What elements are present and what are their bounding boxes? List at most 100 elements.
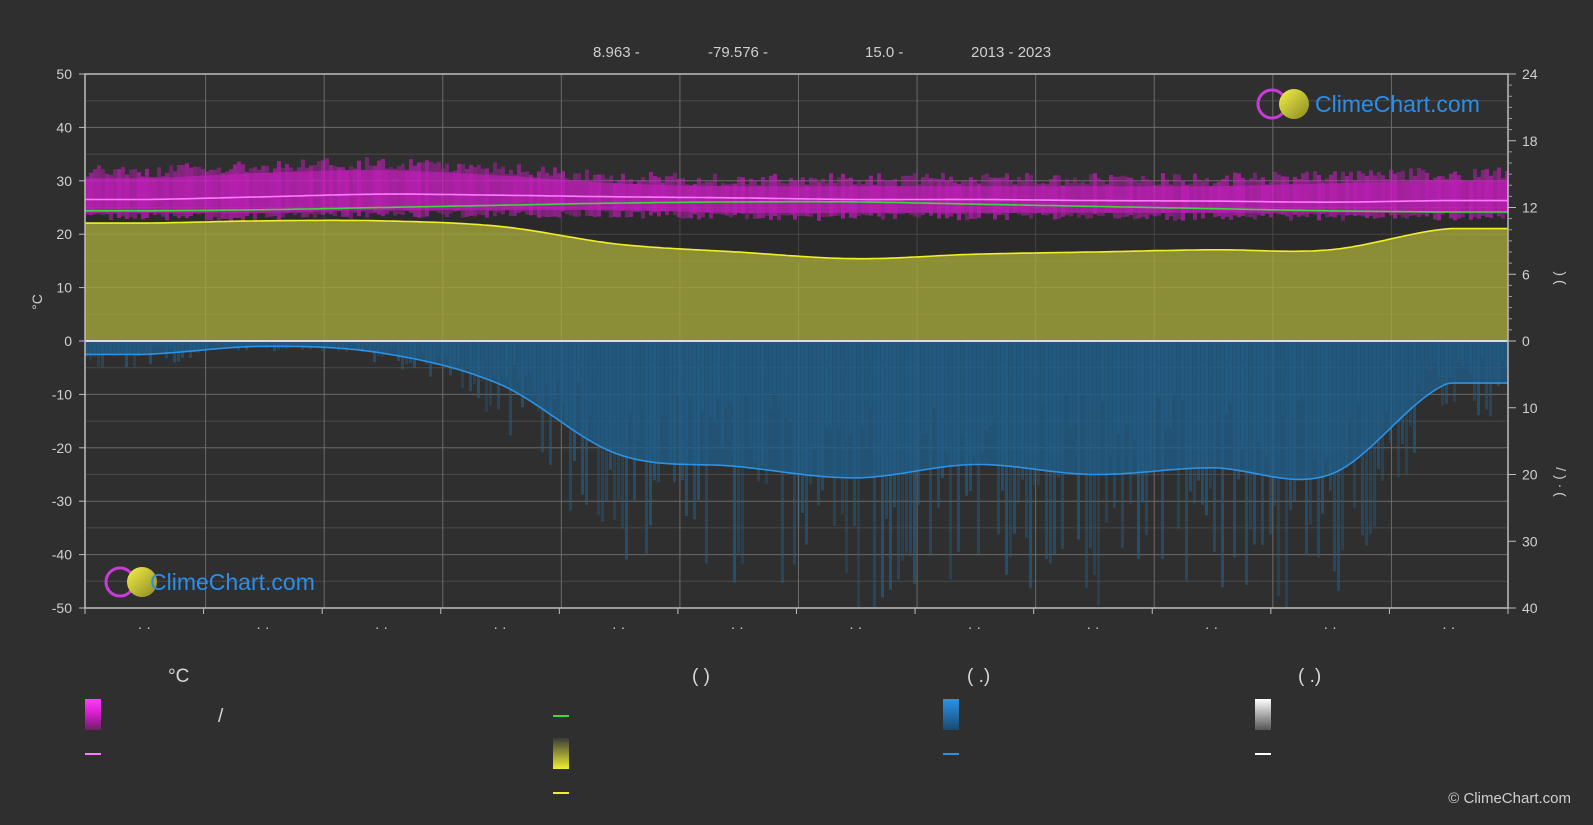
- daylight-gap-bar: [693, 202, 697, 251]
- daylight-gap-bar: [453, 206, 457, 229]
- daylight-gap-bar: [1401, 211, 1405, 238]
- daylight-gap-bar: [341, 208, 345, 227]
- daylight-gap-bar: [121, 210, 125, 226]
- daylight-gap-bar: [673, 202, 677, 253]
- daylight-gap-bar: [1505, 211, 1509, 234]
- daylight-gap-bar: [677, 202, 681, 253]
- daylight-gap-bar: [201, 210, 205, 228]
- month-tick-label: · ·: [138, 619, 151, 635]
- daylight-gap-bar: [1473, 211, 1477, 230]
- daylight-gap-bar: [493, 205, 497, 228]
- daylight-gap-bar: [161, 210, 165, 226]
- daylight-gap-bar: [305, 209, 309, 226]
- daylight-gap-bar: [137, 210, 141, 227]
- daylight-gap-bar: [765, 201, 769, 259]
- daylight-gap-bar: [473, 205, 477, 230]
- daylight-gap-bar: [1209, 208, 1213, 251]
- daylight-gap-bar: [1181, 208, 1185, 254]
- copyright-text: © ClimeChart.com: [1448, 790, 1571, 807]
- daylight-gap-bar: [1117, 206, 1121, 257]
- daylight-gap-bar: [1393, 211, 1397, 243]
- daylight-gap-bar: [1341, 210, 1345, 252]
- daylight-gap-bar: [597, 203, 601, 242]
- daylight-gap-bar: [445, 206, 449, 226]
- daylight-gap-bar: [905, 202, 909, 263]
- daylight-gap-bar: [333, 208, 337, 224]
- daylight-gap-bar: [1097, 206, 1101, 255]
- daylight-gap-bar: [1029, 205, 1033, 255]
- daylight-gap-bar: [925, 203, 929, 261]
- daylight-gap-bar: [785, 201, 789, 258]
- daylight-gap-bar: [1317, 210, 1321, 254]
- daylight-gap-bar: [1425, 211, 1429, 237]
- daylight-gap-bar: [1265, 209, 1269, 253]
- daylight-gap-bar: [145, 210, 149, 228]
- daylight-gap-bar: [153, 210, 157, 226]
- left-tick-label: -10: [52, 386, 72, 402]
- daylight-gap-bar: [257, 209, 261, 223]
- daylight-gap-bar: [1121, 206, 1125, 253]
- month-tick-label: · ·: [493, 619, 506, 635]
- daylight-gap-bar: [469, 205, 473, 226]
- daylight-gap-bar: [329, 208, 333, 226]
- daylight-gap-bar: [581, 203, 585, 244]
- daylight-gap-bar: [1397, 211, 1401, 242]
- daylight-gap-bar: [173, 210, 177, 227]
- month-tick-label: · ·: [1324, 619, 1337, 635]
- x-axis: · · · · · · · · · · · · · · · · · · · · · · · ·: [84, 608, 1509, 635]
- daylight-gap-bar: [1269, 209, 1273, 256]
- daylight-gap-bar: [289, 209, 293, 222]
- daylight-gap-bar: [749, 201, 753, 253]
- daylight-gap-bar: [685, 202, 689, 255]
- daylight-gap-bar: [669, 202, 673, 254]
- daylight-gap-bar: [1297, 210, 1301, 256]
- daylight-gap-bar: [437, 206, 441, 226]
- daylight-gap-bar: [297, 209, 301, 222]
- daylight-gap-bar: [293, 209, 297, 227]
- daylight-gap-bar: [1337, 210, 1341, 254]
- daylight-gap-bar: [1085, 206, 1089, 255]
- daylight-gap-bar: [1385, 211, 1389, 244]
- right-axis-bottom-label: / ) · (: [1553, 467, 1569, 497]
- daylight-gap-bar: [129, 210, 133, 228]
- daylight-gap-bar: [1033, 205, 1037, 255]
- series-lines: [85, 193, 1508, 481]
- daylight-gap-bar: [1429, 211, 1433, 237]
- daylight-gap-bar: [1377, 211, 1381, 246]
- daylight-gap-bar: [753, 201, 757, 258]
- daylight-gap-bar: [1293, 210, 1297, 258]
- daylight-gap-bar: [1149, 207, 1153, 256]
- daylight-gap-bar: [945, 203, 949, 258]
- daylight-gap-bar: [713, 202, 717, 253]
- right-tick-label: 0: [1522, 333, 1530, 349]
- series-fills: [85, 170, 1508, 480]
- daylight-gap-bar: [897, 202, 901, 260]
- daylight-gap-bar: [1001, 204, 1005, 255]
- precipitation-area: [85, 341, 1508, 480]
- daylight-gap-bar: [1485, 211, 1489, 234]
- legend-col2-title: ( ): [692, 666, 710, 687]
- daylight-gap-bar: [269, 209, 273, 222]
- daylight-gap-bar: [849, 201, 853, 260]
- daylight-gap-bar: [365, 207, 369, 226]
- daylight-gap-bar: [601, 203, 605, 243]
- daylight-gap-bar: [649, 202, 653, 249]
- daylight-gap-bar: [381, 207, 385, 226]
- header-years: 2013 - 2023: [971, 44, 1051, 61]
- daylight-gap-bar: [313, 208, 317, 222]
- daylight-gap-bar: [901, 202, 905, 263]
- daylight-gap-bar: [969, 204, 973, 260]
- daylight-gap-bar: [265, 209, 269, 223]
- daylight-gap-bar: [1249, 209, 1253, 252]
- daylight-gap-bar: [441, 206, 445, 225]
- daylight-gap-bar: [873, 202, 877, 261]
- right-tick-label: 20: [1522, 467, 1538, 483]
- left-tick-label: 50: [56, 66, 72, 82]
- daylight-gap-bar: [1045, 205, 1049, 259]
- daylight-gap-bar: [1417, 211, 1421, 238]
- daylight-gap-bar: [1173, 207, 1177, 251]
- daylight-gap-bar: [1133, 207, 1137, 257]
- daylight-gap-bar: [877, 202, 881, 259]
- daylight-gap-bar: [1453, 211, 1457, 231]
- daylight-gap-bar: [1477, 211, 1481, 232]
